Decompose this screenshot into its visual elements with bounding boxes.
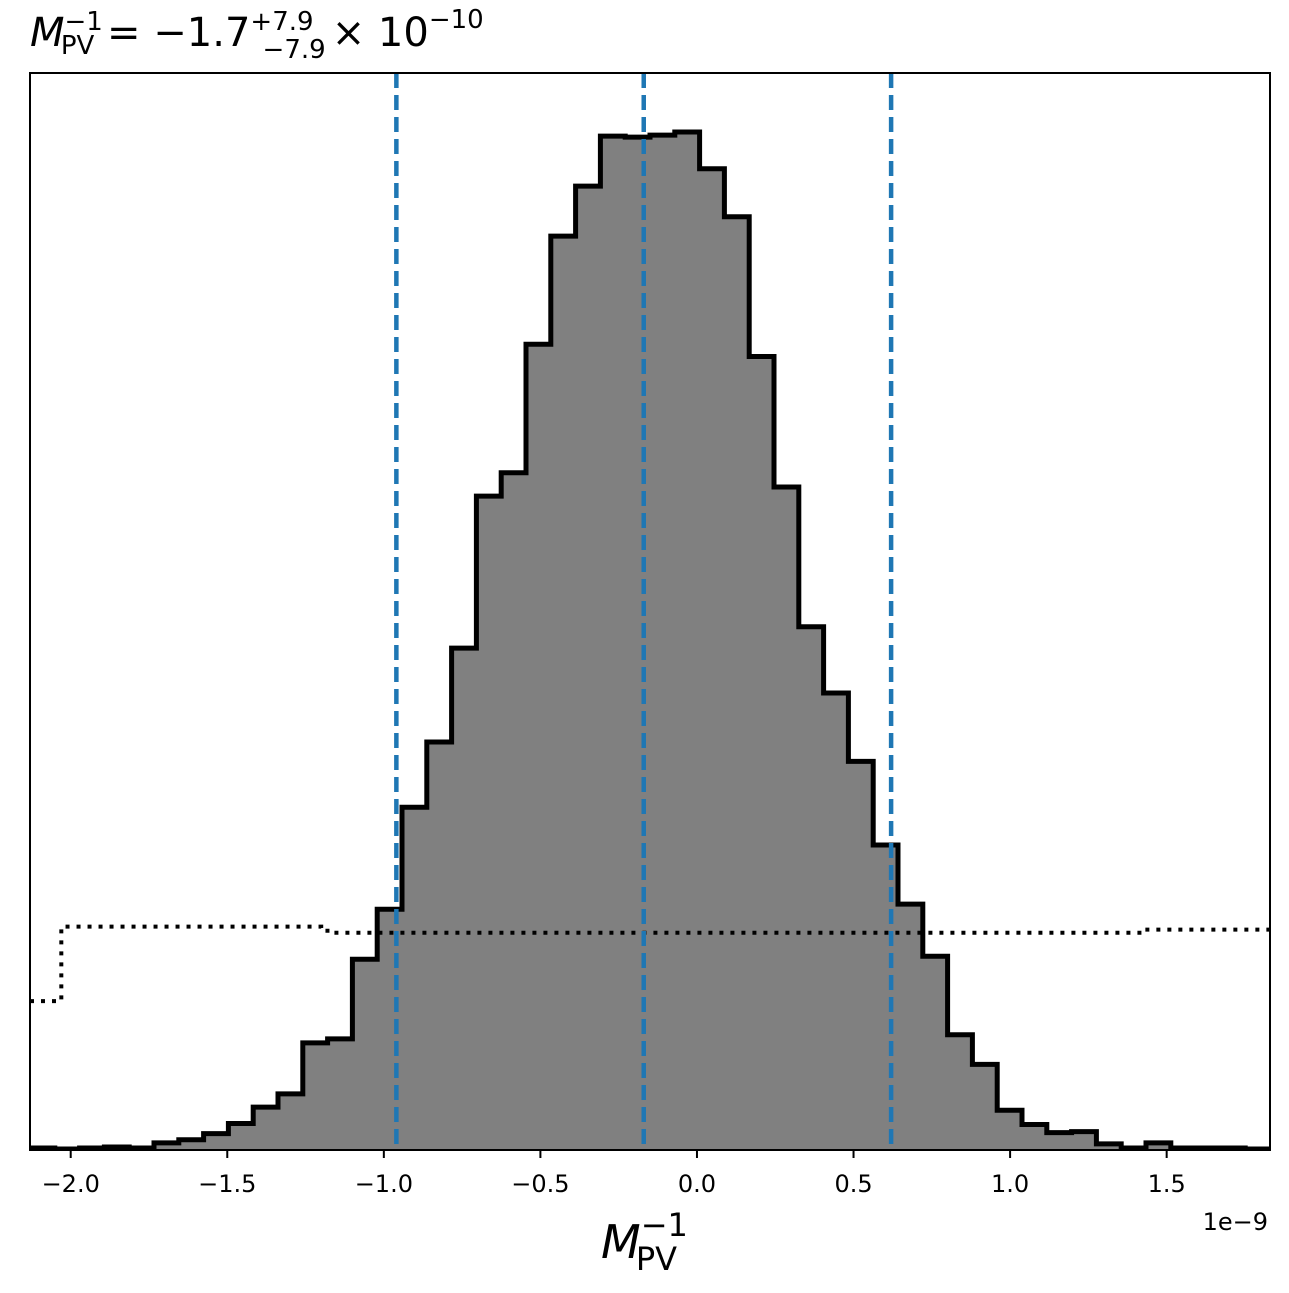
histogram-bar <box>674 132 701 1150</box>
xlabel-main: M <box>601 1215 641 1269</box>
histogram-bar <box>501 472 527 1150</box>
histogram-bar <box>1096 1143 1122 1150</box>
histogram-bar <box>154 1142 180 1150</box>
histogram-outline <box>30 129 1270 1150</box>
x-tick-label: 1.0 <box>991 1170 1029 1198</box>
histogram-bar <box>1071 1131 1097 1150</box>
histogram-bar <box>1022 1124 1048 1150</box>
histogram-bar <box>1046 1132 1073 1150</box>
histogram-bar <box>898 904 924 1150</box>
histogram-bar <box>650 135 676 1150</box>
histogram-bar <box>774 487 800 1150</box>
histogram-bar <box>550 236 577 1150</box>
xlabel-sub: PV <box>636 1240 677 1278</box>
histogram-bar <box>178 1139 205 1150</box>
histogram-bar <box>625 137 651 1150</box>
histogram-bar <box>600 136 626 1150</box>
plot-content <box>30 73 1270 1150</box>
histogram-bar <box>253 1107 279 1150</box>
histogram-bar <box>873 845 899 1150</box>
histogram-bar <box>377 909 403 1150</box>
x-offset-text: 1e−9 <box>1203 1208 1268 1236</box>
title-prefix-sub: PV <box>61 31 95 61</box>
histogram-bar <box>1146 1142 1172 1150</box>
histogram-bar <box>402 807 428 1150</box>
xlabel-sup: −1 <box>641 1206 688 1244</box>
histogram-bar <box>798 626 825 1150</box>
histogram-bar <box>451 648 477 1150</box>
svg-text:M−1PV: M−1 PV <box>601 1206 688 1278</box>
x-tick-label: −0.5 <box>511 1170 569 1198</box>
title-err-minus: −7.9 <box>263 35 326 65</box>
x-axis-label: M−1 PV <box>601 1206 688 1278</box>
histogram-bar <box>302 1042 329 1150</box>
title-prefix-sup: −1 <box>65 7 103 37</box>
histogram-bar <box>327 1038 353 1150</box>
histogram-bar <box>922 956 949 1150</box>
histogram-bar <box>972 1064 998 1150</box>
prior-distribution-line <box>30 924 1270 1004</box>
histogram-bar <box>228 1123 254 1150</box>
histogram-bar <box>203 1133 229 1150</box>
histogram-bar <box>278 1093 304 1150</box>
title-prefix: M <box>30 10 65 56</box>
histogram-bar <box>823 693 849 1150</box>
histogram-bar <box>749 356 775 1150</box>
histogram-bar <box>352 959 378 1150</box>
x-tick-label: 0.0 <box>678 1170 716 1198</box>
title-equals: = <box>94 10 153 56</box>
chart-title: M−1 PV = −1.7+7.9 −7.9 × 10−10 <box>30 5 484 65</box>
histogram-bar <box>997 1110 1023 1150</box>
title-exponent: −10 <box>429 5 484 35</box>
histogram-bar <box>575 186 601 1150</box>
title-times: × 10 <box>332 10 429 56</box>
title-err-plus: +7.9 <box>250 7 313 37</box>
plot-frame <box>29 72 1271 1151</box>
x-tick-label: −2.0 <box>42 1170 100 1198</box>
x-tick-label: 0.5 <box>834 1170 872 1198</box>
histogram-bars <box>30 132 1270 1150</box>
histogram-bar <box>724 216 750 1150</box>
histogram-bar <box>526 344 552 1150</box>
histogram-bar <box>947 1034 973 1150</box>
histogram-bar <box>848 761 874 1150</box>
histogram-bar <box>699 168 725 1150</box>
histogram-bar <box>426 742 453 1150</box>
histogram-bar <box>476 496 502 1150</box>
title-median: −1.7 <box>153 10 250 56</box>
plot-area: −2.0 −1.5 −1.0 −0.5 0.0 0.5 1.0 1.5 <box>29 72 1271 1198</box>
x-tick-label: 1.5 <box>1148 1170 1186 1198</box>
svg-text:M−1PV = −1.7+7.9−7.9× 10−10: M−1 PV = −1.7+7.9 −7.9 × 10−10 <box>30 5 484 65</box>
x-tick-label: −1.0 <box>355 1170 413 1198</box>
x-tick-label: −1.5 <box>198 1170 256 1198</box>
